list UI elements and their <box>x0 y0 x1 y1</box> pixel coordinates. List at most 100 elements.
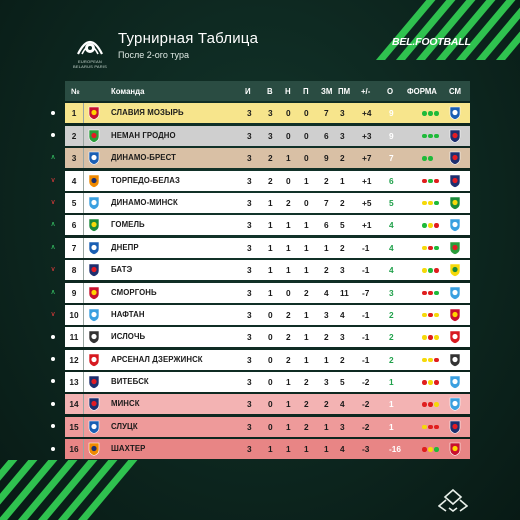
table-row: 12 АРСЕНАЛ ДЗЕРЖИНСК 3 0 2 1 1 2 -1 2 <box>65 349 470 370</box>
row-p: 3 <box>247 220 252 231</box>
row-ga: 1 <box>340 175 345 186</box>
row-separator <box>83 304 84 325</box>
position-same-icon <box>48 126 58 146</box>
row-form <box>422 312 440 318</box>
row-p: 3 <box>247 175 252 186</box>
form-result-d-icon <box>428 223 433 228</box>
row-l: 1 <box>304 242 309 253</box>
row-points: 4 <box>389 265 394 276</box>
row-points: -16 <box>389 444 401 455</box>
row-p: 3 <box>247 130 252 141</box>
form-result-w-icon <box>428 133 433 139</box>
row-gd: -1 <box>362 332 370 343</box>
page-subtitle: После 2-ого тура <box>118 50 189 60</box>
row-position: 3 <box>71 153 77 164</box>
brand-logo: BEL.FOOTBALL <box>392 36 471 48</box>
form-result-l-icon <box>428 402 433 407</box>
row-ga: 3 <box>340 332 345 343</box>
form-result-l-icon <box>428 290 433 296</box>
table-row: 16 ШАХТЕР 3 1 1 1 1 4 -3 -16 <box>65 439 470 460</box>
row-separator <box>83 282 84 303</box>
form-result-w-icon <box>422 156 427 161</box>
form-result-l-icon <box>428 312 433 318</box>
row-team-name: ВИТЕБСК <box>111 377 149 387</box>
team-crest-icon <box>88 174 100 188</box>
emblem-icon <box>438 488 468 512</box>
col-goals-against: ПМ <box>338 87 351 96</box>
next-opponent-crest-icon <box>449 442 461 457</box>
row-points: 1 <box>389 399 394 410</box>
row-d: 0 <box>286 130 291 141</box>
row-w: 1 <box>268 197 273 208</box>
row-points: 1 <box>389 377 394 388</box>
row-l: 2 <box>304 377 309 388</box>
table-row: 1 СЛАВИЯ МОЗЫРЬ 3 3 0 0 7 3 +4 9 <box>65 103 470 124</box>
team-crest-icon <box>88 398 100 412</box>
row-points: 4 <box>389 220 394 231</box>
row-form <box>422 424 440 430</box>
team-crest-icon <box>88 129 100 143</box>
row-points: 2 <box>389 309 394 320</box>
form-result-l-icon <box>422 178 427 184</box>
table-row: 10 НАФТАН 3 0 2 1 3 4 -1 2 <box>65 304 470 325</box>
col-draws: Н <box>285 87 291 96</box>
row-ga: 2 <box>340 354 345 365</box>
position-up-icon: ∧ <box>50 221 56 229</box>
row-gd: +5 <box>362 197 372 208</box>
row-gd: +1 <box>362 175 372 186</box>
col-played: И <box>245 87 251 96</box>
row-form <box>422 402 440 407</box>
standings-table: № Команда И В Н П ЗМ ПМ +/- О ФОРМА СМ 1… <box>65 81 470 460</box>
col-losses: П <box>303 87 309 96</box>
row-position: 9 <box>71 287 77 298</box>
dot-icon <box>51 401 55 406</box>
form-result-l-icon <box>422 380 427 385</box>
team-crest-icon <box>88 420 100 434</box>
row-p: 3 <box>247 421 252 432</box>
col-goal-diff: +/- <box>361 87 371 96</box>
row-l: 1 <box>304 175 309 186</box>
team-crest-icon <box>88 375 100 389</box>
row-w: 0 <box>268 399 273 410</box>
row-w: 2 <box>268 153 273 164</box>
row-gd: +3 <box>362 130 372 141</box>
form-result-w-icon <box>434 133 439 139</box>
row-d: 0 <box>286 175 291 186</box>
form-result-l-icon <box>428 245 433 251</box>
row-position: 10 <box>69 309 79 320</box>
form-result-d-icon <box>428 380 433 385</box>
form-result-w-icon <box>434 447 439 452</box>
dot-icon <box>51 356 55 361</box>
decor-stripes-bottom-left <box>0 460 150 520</box>
table-row: 9 СМОРГОНЬ 3 1 0 2 4 11 -7 3 <box>65 282 470 303</box>
position-same-icon <box>48 350 58 370</box>
team-crest-icon <box>88 196 100 210</box>
dot-icon <box>51 446 55 451</box>
table-row: 11 ИСЛОЧЬ 3 0 2 1 2 3 -1 2 <box>65 327 470 348</box>
row-separator <box>83 215 84 236</box>
next-opponent-crest-icon <box>449 151 461 165</box>
row-w: 1 <box>268 287 273 298</box>
row-separator <box>83 125 84 146</box>
row-ga: 3 <box>340 130 345 141</box>
row-p: 3 <box>247 399 252 410</box>
row-gd: -1 <box>362 309 370 320</box>
row-l: 1 <box>304 444 309 455</box>
form-result-d-icon <box>422 312 427 318</box>
form-result-w-icon <box>422 223 427 228</box>
row-form <box>422 223 440 228</box>
row-gd: -3 <box>362 444 370 455</box>
row-p: 3 <box>247 242 252 253</box>
table-row: 4 ТОРПЕДО-БЕЛАЗ 3 2 0 1 2 1 +1 6 <box>65 170 470 191</box>
form-result-d-icon <box>434 402 439 407</box>
row-separator <box>83 327 84 348</box>
position-same-icon <box>48 327 58 347</box>
row-d: 1 <box>286 220 291 231</box>
team-crest-icon <box>88 263 100 277</box>
table-row: 8 БАТЭ 3 1 1 1 2 3 -1 4 <box>65 260 470 281</box>
col-goals-for: ЗМ <box>321 87 333 96</box>
form-result-d-icon <box>422 424 427 430</box>
form-result-w-icon <box>434 111 439 116</box>
row-separator <box>83 148 84 169</box>
row-position: 6 <box>71 220 77 231</box>
